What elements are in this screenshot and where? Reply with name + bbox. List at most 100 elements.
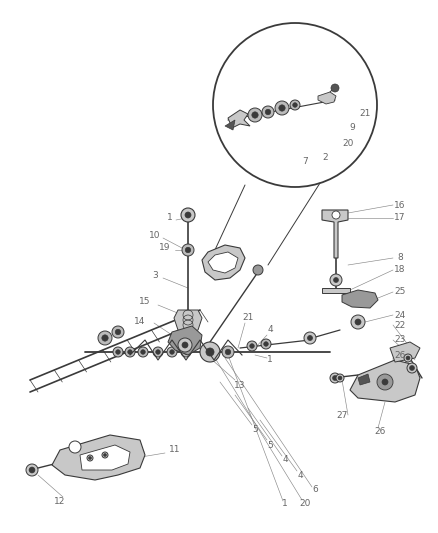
Polygon shape — [168, 326, 202, 355]
Polygon shape — [350, 360, 420, 402]
Circle shape — [182, 342, 188, 348]
Circle shape — [336, 374, 344, 382]
Circle shape — [29, 467, 35, 473]
Text: 6: 6 — [312, 486, 318, 495]
Text: 13: 13 — [234, 381, 246, 390]
Circle shape — [98, 331, 112, 345]
Text: 19: 19 — [159, 244, 171, 253]
Text: 3: 3 — [152, 271, 158, 279]
Circle shape — [138, 347, 148, 357]
Text: 1: 1 — [282, 498, 288, 507]
Text: 8: 8 — [397, 254, 403, 262]
Polygon shape — [202, 245, 245, 280]
Circle shape — [404, 354, 412, 362]
Circle shape — [261, 339, 271, 349]
Text: 17: 17 — [394, 214, 406, 222]
Circle shape — [115, 329, 121, 335]
Text: 1: 1 — [267, 356, 273, 365]
Circle shape — [102, 452, 108, 458]
Circle shape — [113, 347, 123, 357]
Circle shape — [262, 106, 274, 118]
Circle shape — [88, 456, 92, 459]
Text: 4: 4 — [282, 456, 288, 464]
Text: 21: 21 — [359, 109, 371, 117]
Polygon shape — [225, 120, 235, 130]
Circle shape — [275, 101, 289, 115]
Text: 2: 2 — [322, 154, 328, 163]
Circle shape — [125, 347, 135, 357]
Circle shape — [185, 247, 191, 253]
Text: 5: 5 — [267, 440, 273, 449]
Circle shape — [128, 350, 132, 354]
Text: 15: 15 — [139, 297, 151, 306]
Circle shape — [247, 341, 257, 351]
Text: 1: 1 — [167, 214, 173, 222]
Text: 26: 26 — [394, 351, 406, 359]
Text: 25: 25 — [394, 287, 406, 296]
Circle shape — [377, 374, 393, 390]
Text: 18: 18 — [394, 265, 406, 274]
Circle shape — [407, 363, 417, 373]
Circle shape — [355, 319, 361, 325]
Circle shape — [406, 356, 410, 360]
Circle shape — [167, 347, 177, 357]
Circle shape — [382, 379, 388, 385]
Polygon shape — [358, 374, 370, 385]
Circle shape — [332, 376, 338, 381]
Circle shape — [410, 366, 414, 370]
Circle shape — [279, 105, 285, 111]
Circle shape — [181, 208, 195, 222]
Circle shape — [333, 278, 339, 282]
Circle shape — [252, 112, 258, 118]
Polygon shape — [174, 310, 202, 334]
Polygon shape — [390, 342, 420, 362]
Polygon shape — [322, 210, 348, 258]
Circle shape — [222, 346, 234, 358]
Text: 16: 16 — [394, 200, 406, 209]
Circle shape — [206, 348, 214, 356]
Circle shape — [253, 265, 263, 275]
Circle shape — [181, 347, 191, 357]
Circle shape — [87, 455, 93, 461]
Circle shape — [153, 347, 163, 357]
Circle shape — [141, 350, 145, 354]
Text: 27: 27 — [336, 410, 348, 419]
Text: 9: 9 — [349, 124, 355, 133]
Circle shape — [338, 376, 342, 380]
Text: 14: 14 — [134, 318, 146, 327]
Polygon shape — [322, 288, 350, 293]
Circle shape — [116, 350, 120, 354]
Circle shape — [264, 342, 268, 346]
Circle shape — [331, 84, 339, 92]
Circle shape — [250, 344, 254, 348]
Circle shape — [330, 373, 340, 383]
Text: 11: 11 — [169, 446, 181, 455]
Text: 20: 20 — [299, 498, 311, 507]
Circle shape — [351, 315, 365, 329]
Circle shape — [69, 441, 81, 453]
Text: 5: 5 — [252, 425, 258, 434]
Circle shape — [248, 108, 262, 122]
Text: 23: 23 — [394, 335, 406, 344]
Circle shape — [293, 103, 297, 107]
Text: 7: 7 — [302, 157, 308, 166]
Polygon shape — [208, 252, 238, 273]
Circle shape — [290, 100, 300, 110]
Circle shape — [330, 274, 342, 286]
Circle shape — [184, 350, 188, 354]
Text: 24: 24 — [394, 311, 406, 319]
Circle shape — [265, 109, 271, 115]
Circle shape — [112, 326, 124, 338]
Circle shape — [170, 350, 174, 354]
Polygon shape — [318, 92, 336, 104]
Polygon shape — [342, 290, 378, 308]
Text: 10: 10 — [149, 230, 161, 239]
Circle shape — [213, 23, 377, 187]
Circle shape — [185, 212, 191, 218]
Text: 26: 26 — [374, 427, 386, 437]
Polygon shape — [228, 110, 250, 128]
Polygon shape — [52, 435, 145, 480]
Circle shape — [156, 350, 160, 354]
Circle shape — [178, 338, 192, 352]
Text: 21: 21 — [242, 313, 254, 322]
